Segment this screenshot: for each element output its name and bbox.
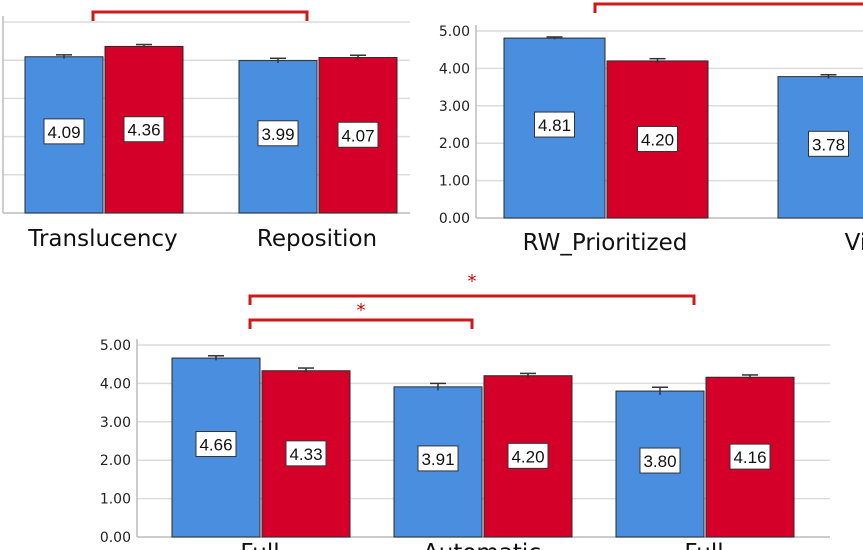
data-label-box: [257, 120, 299, 147]
data-label: 4.07: [341, 126, 374, 145]
data-label: 4.20: [511, 447, 544, 466]
data-label: 4.20: [641, 130, 674, 149]
category-label: RW_Prioritized: [523, 230, 688, 256]
data-label-box: [639, 447, 681, 474]
chart-bottom: 0.00 1.00 2.00 3.00 4.00 5.00 4.66 4.33 3.91 4.20…: [100, 271, 830, 550]
category-label: Translucency: [27, 226, 177, 252]
data-label: 3.99: [261, 125, 294, 144]
y-tick-label: 2.00: [439, 136, 470, 152]
y-tick-label: 1.00: [439, 174, 470, 190]
significance-bracket: [248, 294, 696, 305]
data-label: 4.16: [733, 448, 766, 467]
data-label: 3.91: [421, 450, 454, 469]
bar-series-b: [483, 375, 573, 538]
data-label: 4.66: [199, 436, 232, 455]
data-label-box: [43, 118, 85, 145]
category-label: Full: [684, 540, 723, 550]
data-label-box: [417, 445, 459, 472]
y-tick-label: 1.00: [100, 492, 131, 508]
chart-top-right: 0.00 1.00 2.00 3.00 4.00 5.00 4.81 4.20 3.78 RW_P…: [439, 2, 863, 256]
data-label-box: [507, 442, 549, 469]
data-label: 4.33: [289, 445, 322, 464]
y-tick-label: 5.00: [100, 338, 131, 354]
data-label-box: [337, 121, 379, 148]
data-label-box: [123, 116, 165, 143]
y-tick-label: 0.00: [439, 211, 470, 227]
data-label-box: [808, 130, 849, 157]
data-label-box: [534, 111, 575, 138]
data-label: 3.78: [812, 135, 845, 154]
data-label-box: [637, 125, 678, 152]
y-tick-label: 3.00: [100, 415, 131, 431]
data-label-box: [285, 440, 327, 467]
category-label: Reposition: [257, 226, 377, 252]
y-tick-label: 5.00: [439, 24, 470, 40]
category-label: Full: [240, 540, 279, 550]
category-label: Automatic: [423, 540, 541, 550]
significance-bracket: [593, 2, 863, 13]
y-tick-label: 3.00: [439, 99, 470, 115]
significance-mark: *: [196, 0, 205, 7]
data-label-box: [729, 443, 771, 470]
y-tick-label: 4.00: [100, 376, 131, 392]
significance-mark: *: [468, 271, 477, 292]
data-label: 3.80: [643, 452, 676, 471]
y-tick-label: 4.00: [439, 61, 470, 77]
data-label-box: [195, 431, 237, 458]
significance-mark: *: [357, 300, 366, 321]
data-label: 4.09: [47, 123, 80, 142]
data-label: 4.36: [127, 121, 160, 140]
y-tick-label: 2.00: [100, 453, 131, 469]
category-label: Virtua: [845, 230, 863, 256]
chart-top-left: 4.09 4.36 3.99 4.07 Translucency Reposition *: [2, 0, 410, 252]
significance-bracket: [91, 10, 309, 21]
data-label: 4.81: [538, 116, 571, 135]
significance-bracket: [248, 318, 474, 329]
y-tick-label: 0.00: [100, 530, 131, 546]
